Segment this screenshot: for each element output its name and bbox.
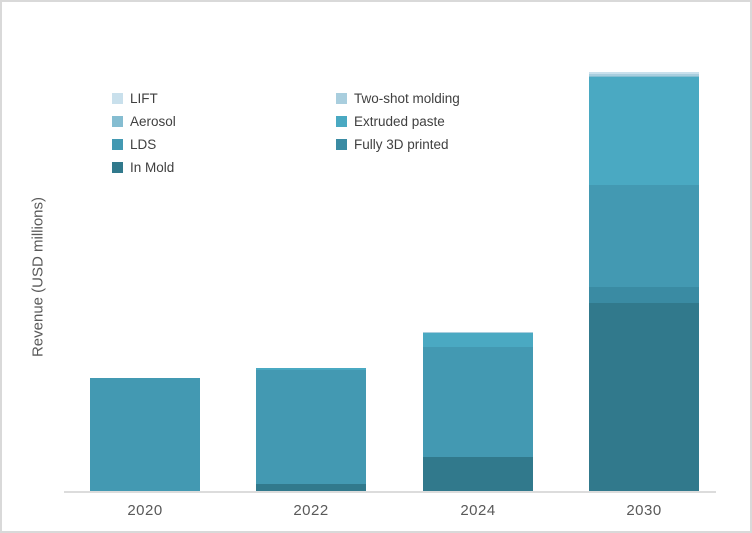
bar-segment-two-shot-molding-2030 <box>589 74 699 76</box>
legend-label: In Mold <box>130 160 175 175</box>
legend-swatch-icon <box>112 116 123 127</box>
legend-item-aerosol: Aerosol <box>112 112 176 131</box>
x-axis-line <box>64 491 716 493</box>
bar-2030 <box>589 72 699 491</box>
legend-label: Two-shot molding <box>354 91 460 106</box>
legend-label: Fully 3D printed <box>354 137 449 152</box>
x-axis-label-2020: 2020 <box>127 502 163 519</box>
bar-segment-extruded-paste-2030 <box>589 77 699 185</box>
legend-label: LDS <box>130 137 157 152</box>
bar-segment-two-shot-molding-2024 <box>423 332 533 333</box>
legend-swatch-icon <box>336 139 347 150</box>
bar-segment-in-mold-2024 <box>423 457 533 491</box>
bar-segment-lds-2024 <box>423 347 533 457</box>
legend-item-extruded-paste: Extruded paste <box>336 112 460 131</box>
bar-segment-in-mold-2030 <box>589 303 699 491</box>
bar-2022 <box>256 368 366 491</box>
legend-label: LIFT <box>130 91 158 106</box>
legend-swatch-icon <box>112 162 123 173</box>
legend-label: Aerosol <box>130 114 176 129</box>
bar-2020 <box>90 378 200 491</box>
bar-segment-extruded-paste-2022 <box>256 368 366 370</box>
legend-swatch-icon <box>336 93 347 104</box>
legend-label: Extruded paste <box>354 114 445 129</box>
x-axis-label-2024: 2024 <box>460 502 496 519</box>
x-axis-label-2022: 2022 <box>293 502 329 519</box>
legend-swatch-icon <box>112 93 123 104</box>
legend-column-2: Two-shot molding Extruded paste Fully 3D p… <box>336 89 460 158</box>
bar-segment-lds-2020 <box>90 378 200 491</box>
bar-segment-aerosol-2030 <box>589 76 699 77</box>
x-axis-label-2030: 2030 <box>626 502 662 519</box>
legend-item-fully-3d-printed: Fully 3D printed <box>336 135 460 154</box>
legend-item-two-shot-molding: Two-shot molding <box>336 89 460 108</box>
bar-segment-lds-2030 <box>589 185 699 287</box>
bar-2024 <box>423 332 533 491</box>
legend-swatch-icon <box>336 116 347 127</box>
legend-column-1: LIFT Aerosol LDS In Mold <box>112 89 176 181</box>
bar-segment-lds-2022 <box>256 370 366 484</box>
legend-item-in-mold: In Mold <box>112 158 176 177</box>
bar-segment-extruded-paste-2024 <box>423 333 533 347</box>
legend-item-lds: LDS <box>112 135 176 154</box>
bar-segment-in-mold-2022 <box>256 484 366 491</box>
legend-item-lift: LIFT <box>112 89 176 108</box>
bar-segment-lift-2030 <box>589 72 699 74</box>
y-axis-title: Revenue (USD millions) <box>29 196 47 358</box>
legend-swatch-icon <box>112 139 123 150</box>
bar-segment-fully-3d-printed-2030 <box>589 287 699 303</box>
